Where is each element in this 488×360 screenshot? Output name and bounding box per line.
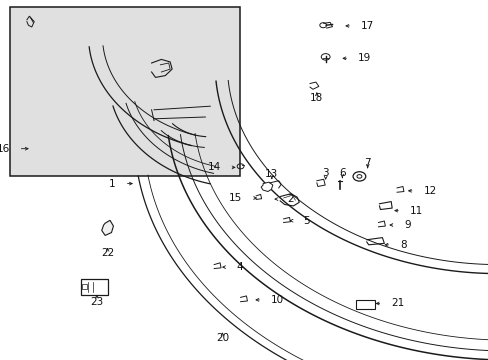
Polygon shape <box>102 220 113 235</box>
Text: 2: 2 <box>287 194 294 204</box>
Text: 16: 16 <box>0 144 10 154</box>
Text: 3: 3 <box>322 168 328 179</box>
Text: 19: 19 <box>357 53 370 63</box>
Text: 9: 9 <box>403 220 410 230</box>
Text: 21: 21 <box>390 298 404 309</box>
Bar <box>10 7 239 176</box>
FancyBboxPatch shape <box>355 300 374 309</box>
Text: 10: 10 <box>270 295 284 305</box>
Text: 4: 4 <box>236 262 243 272</box>
Text: 15: 15 <box>229 193 242 203</box>
Text: 13: 13 <box>264 169 278 179</box>
Text: 11: 11 <box>409 206 422 216</box>
Text: 18: 18 <box>309 93 323 103</box>
Text: 20: 20 <box>216 333 228 343</box>
Text: 12: 12 <box>423 186 436 196</box>
FancyBboxPatch shape <box>81 279 108 295</box>
Polygon shape <box>261 182 272 192</box>
Text: 17: 17 <box>360 21 373 31</box>
Bar <box>82 284 87 289</box>
Text: 14: 14 <box>207 162 221 172</box>
Text: 7: 7 <box>364 158 370 168</box>
Text: 1: 1 <box>109 179 116 189</box>
Text: 5: 5 <box>302 216 309 226</box>
Text: 8: 8 <box>399 240 406 250</box>
Text: 6: 6 <box>338 168 345 179</box>
Text: 22: 22 <box>101 248 114 258</box>
Text: 23: 23 <box>90 297 103 307</box>
